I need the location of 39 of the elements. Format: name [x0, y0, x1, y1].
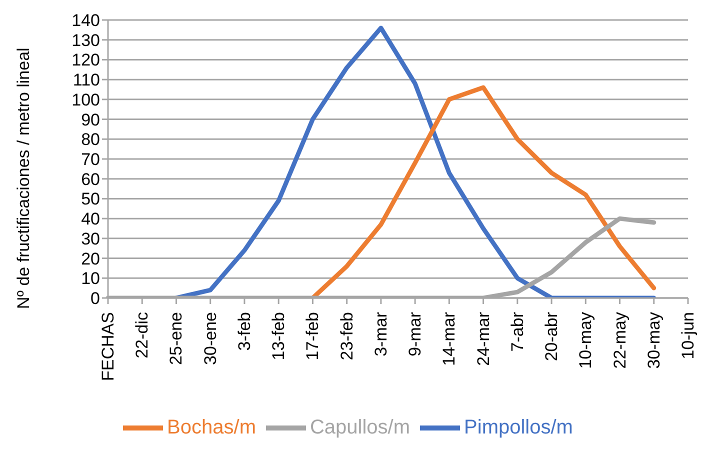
x-tick-label: 14-mar — [440, 312, 459, 366]
y-tick-label: 70 — [81, 150, 100, 170]
line-series — [310, 85, 656, 298]
legend-label: Bochas/m — [167, 416, 256, 438]
y-tick-label: 120 — [72, 50, 100, 70]
y-tick-label: 60 — [81, 170, 100, 189]
line-series — [174, 26, 656, 298]
x-tick-label: FECHAS — [98, 312, 118, 381]
legend-label: Capullos/m — [310, 416, 410, 438]
x-tick-label: 10-jun — [678, 312, 698, 360]
y-tick-label: 20 — [81, 249, 100, 268]
x-tick-label: 25-ene — [166, 312, 186, 365]
y-tick-label: 50 — [81, 190, 100, 209]
y-tick-label: 40 — [81, 210, 100, 229]
x-tick-label: 3-feb — [234, 312, 254, 351]
y-tick-label: 100 — [72, 90, 100, 110]
y-tick-label: 110 — [72, 70, 100, 90]
x-tick-label: 22-may — [610, 312, 630, 369]
x-tick-label: 30-ene — [200, 312, 220, 365]
x-tick-label: 3-mar — [371, 312, 390, 356]
x-tick-label: 13-feb — [269, 312, 288, 360]
x-tick-label: 30-may — [644, 312, 664, 369]
y-tick-label: 90 — [81, 110, 100, 130]
x-tick-label: 7-abr — [508, 312, 527, 352]
legend-label: Pimpollos/m — [464, 416, 573, 438]
y-tick-label: 30 — [81, 229, 100, 248]
x-tick-label: 20-abr — [542, 312, 562, 362]
x-tick-label: 10-may — [576, 312, 596, 369]
y-tick-label: 80 — [81, 130, 100, 150]
y-tick-label: 130 — [72, 30, 100, 50]
y-tick-label: 140 — [72, 11, 100, 30]
x-tick-label: 24-mar — [474, 312, 493, 366]
y-axis-title: Nº de fructificaciones / metro lineal — [14, 48, 34, 309]
x-tick-label: 9-mar — [406, 312, 425, 356]
x-tick-label: 23-feb — [337, 312, 356, 360]
y-tick-label: 0 — [90, 289, 100, 308]
x-tick-label: 17-feb — [303, 312, 322, 360]
y-tick-label: 10 — [81, 269, 100, 288]
x-tick-label: 22-dic — [132, 312, 152, 358]
